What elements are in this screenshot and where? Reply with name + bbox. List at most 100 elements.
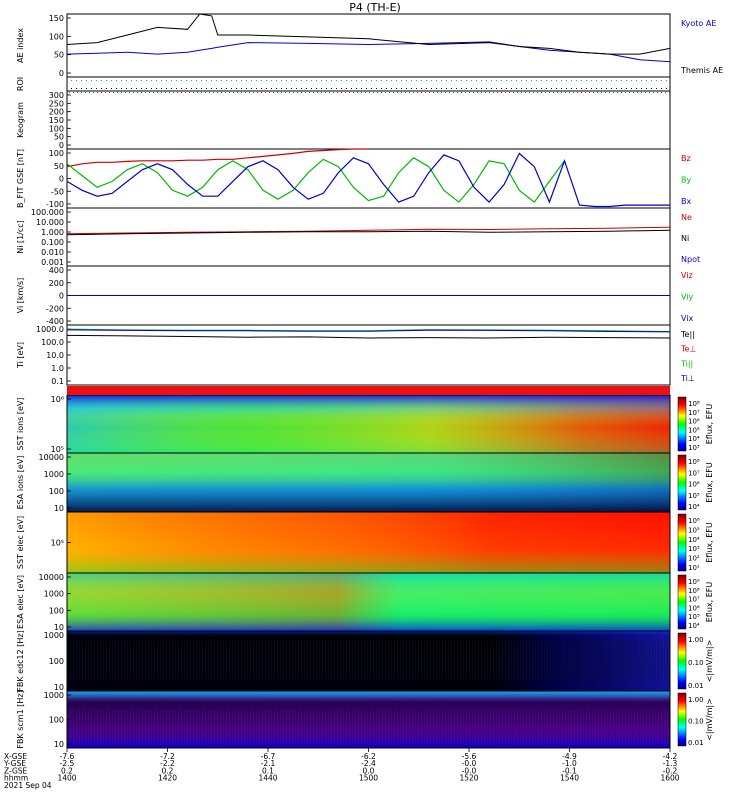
- ae-frame: [66, 13, 671, 78]
- fbk_e-ytick: 100: [49, 657, 64, 666]
- esa_e-panel: ESA elec [eV] 1000010001001010⁹10⁸10⁷10⁶1…: [16, 572, 714, 632]
- esa_e-cbar-tick: 10⁸: [688, 587, 700, 595]
- axis-tick-x: -6.7: [261, 752, 276, 761]
- axis-tick-y: -2.2: [160, 759, 175, 768]
- bfield-ylabel: B_FIT GSE [nT]: [16, 149, 25, 208]
- keogram-ytick: 200: [49, 108, 64, 117]
- axis-tick-y: -1.3: [663, 759, 678, 768]
- axis-tick-z: -0.1: [562, 766, 577, 775]
- bfield-frame: [66, 148, 671, 209]
- sst_i-panel: SST ions [eV] 10⁶10⁵10⁸10⁷10⁶10⁵10⁴10³Efl…: [16, 394, 714, 454]
- fbk_e-cbar-label: <|mV/m|>: [705, 640, 714, 683]
- axis-tick-z: 0.1: [262, 766, 274, 775]
- axis-tick-y: -2.5: [60, 759, 75, 768]
- axis-tick-y: -0.0: [462, 759, 477, 768]
- axis-tick-t: 1540: [560, 774, 579, 783]
- axis-tick-z: -0.0: [462, 766, 477, 775]
- keogram-ylabel: Keogram: [16, 102, 25, 138]
- axis-tick-x: -4.9: [562, 752, 577, 761]
- velocity-ylabel: Vi [km/s]: [16, 278, 25, 314]
- keogram-ytick: 300: [49, 91, 64, 100]
- sst_i-cbar-label: Eflux, EFU: [705, 404, 714, 445]
- density-frame: [66, 207, 671, 267]
- fbk_b-cbar-tick: 0.10: [688, 718, 704, 726]
- sst_e-cbar-tick: 10⁵: [688, 526, 700, 534]
- bfield-series-bx: [66, 152, 670, 208]
- legend-viz: Viz: [681, 271, 693, 280]
- keogram-frame: [66, 90, 671, 150]
- ae-ytick: 100: [49, 32, 64, 41]
- fbk_b-ytick: 100: [49, 716, 64, 725]
- esa_e-cbar-tick: 10⁴: [688, 622, 700, 630]
- axis-tick-x: -6.2: [361, 752, 376, 761]
- axis-tick-x: -7.6: [60, 752, 75, 761]
- ae-ytick: 150: [49, 14, 64, 23]
- sst_e-cbar-tick: 10⁴: [688, 536, 700, 544]
- axis-tick-t: 1420: [158, 774, 177, 783]
- keogram-ytick: 100: [49, 124, 64, 133]
- fbk_e-ytick: 1000: [44, 631, 64, 640]
- esa_i-cbar-tick: 10⁷: [688, 469, 700, 477]
- keogram-ytick: 0: [59, 141, 64, 150]
- esa_i-colorbar: [677, 454, 687, 511]
- axis-row-label: 2021 Sep 04: [4, 781, 52, 790]
- axis-row-label: Z-GSE: [4, 766, 28, 775]
- sst_e-ytick: 10⁵: [51, 539, 64, 548]
- bfield-ytick: 0: [59, 175, 64, 184]
- sst_e-cbar-tick: 10¹: [688, 564, 700, 572]
- bfield-ytick: 50: [54, 162, 64, 171]
- axis-tick-z: 0.0: [363, 766, 375, 775]
- velocity-ytick: -200: [46, 304, 64, 313]
- fbk_b-colorbar: [677, 692, 687, 747]
- fbk_e-colorbar: [677, 632, 687, 690]
- sst_e-cbar-tick: 10²: [688, 555, 700, 563]
- bfield-series-bz: [66, 148, 369, 168]
- legend-ne: Ne: [681, 213, 692, 222]
- esa_i-cbar-tick: 10⁵: [688, 492, 700, 500]
- esa_e-cbar-tick: 10⁶: [688, 604, 700, 612]
- axis-tick-y: -2.1: [261, 759, 276, 768]
- legend-ti-: Ti⊥: [680, 374, 695, 383]
- esa_i-ytick: 10: [54, 504, 64, 513]
- esa_e-ytick: 1000: [44, 590, 64, 599]
- temperature-ytick: 10.0: [46, 351, 64, 360]
- sst_e-panel: SST elec [eV] 10⁵10⁶10⁵10⁴10³10²10¹Eflux,…: [16, 511, 714, 574]
- axis-tick-z: 0.2: [162, 766, 174, 775]
- ae-ylabel: AE index: [16, 28, 25, 63]
- fbk_b-cbar-label: <|mV/m|>: [705, 698, 714, 741]
- legend-vix: Vix: [681, 314, 694, 323]
- fbk_e-ytick: 10: [54, 683, 64, 692]
- sst_e-cbar-label: Eflux, EFU: [705, 522, 714, 563]
- esa_i-ytick: 1000: [44, 470, 64, 479]
- velocity-ytick: 0: [59, 292, 64, 301]
- esa_e-ylabel: ESA elec [eV]: [16, 575, 25, 629]
- esa_e-ytick: 10: [54, 623, 64, 632]
- sst_e-cbar-tick: 10³: [688, 545, 700, 553]
- legend-kyoto-ae: Kyoto AE: [681, 19, 716, 28]
- sst_i-cbar-tick: 10³: [688, 444, 700, 452]
- fbk_e-ylabel: FBK edc12 [Hz]: [16, 630, 25, 691]
- velocity-ytick: 400: [49, 266, 64, 275]
- density-ytick: 0.001: [41, 258, 64, 267]
- axis-tick-y: -1.0: [562, 759, 577, 768]
- sst_i-ylabel: SST ions [eV]: [16, 397, 25, 450]
- temperature-series-ti-: [66, 329, 671, 333]
- sst_i-ytick: 10⁵: [51, 445, 64, 454]
- bfield-panel: B_FIT GSE [nT] 100 50 0 -50 -100 Bz By Bx: [16, 148, 691, 209]
- temperature-ytick: 1.0: [51, 364, 64, 373]
- esa_i-ytick: 100: [49, 487, 64, 496]
- sst_i-colorbar: [677, 396, 687, 452]
- sst_i-cbar-tick: 10⁷: [688, 409, 700, 417]
- fbk_e-cbar-tick: 0.01: [688, 682, 704, 690]
- sst_i-cbar-tick: 10⁸: [688, 400, 700, 408]
- axis-tick-x: -5.6: [462, 752, 477, 761]
- esa_i-cbar-tick: 10⁴: [688, 503, 700, 511]
- density-panel: Ni [1/cc] 100.00010.0001.0000.1000.0100.0…: [16, 207, 700, 267]
- sst_e-ylabel: SST elec [eV]: [16, 516, 25, 569]
- legend-by: By: [681, 176, 691, 185]
- density-ytick: 0.100: [41, 238, 64, 247]
- axis-tick-t: 1600: [660, 774, 679, 783]
- sst_i-cbar-tick: 10⁴: [688, 435, 700, 443]
